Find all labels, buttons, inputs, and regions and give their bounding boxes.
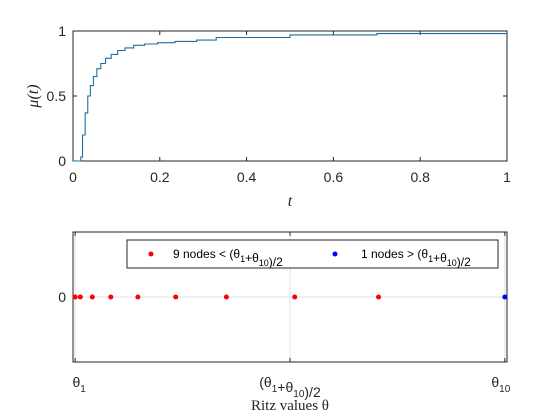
legend-entry-red: 9 nodes < (θ1+θ10)/2: [173, 247, 283, 269]
theta-symbol: θ: [491, 374, 499, 390]
top-ytick-label: 0: [58, 153, 66, 169]
red-node-point: [77, 294, 83, 300]
mu-line: [73, 33, 507, 162]
label-part: +: [277, 379, 285, 395]
ritz-points: [72, 294, 508, 300]
bottom-xlabel: Ritz values θ: [251, 398, 329, 414]
theta-subscript: 10: [259, 258, 269, 268]
top-xlabel: t: [288, 193, 293, 210]
theta-symbol: θ: [252, 251, 259, 265]
top-ytick-label: 0.5: [47, 88, 67, 104]
top-plot-frame: [72, 30, 508, 162]
legend-marker-blue: [332, 251, 338, 257]
legend-box: [126, 239, 499, 269]
top-xtick-label: 1: [503, 169, 511, 185]
bottom-xtick-label: θ1: [72, 374, 86, 395]
bottom-xtick-label: θ10: [491, 374, 510, 395]
theta-symbol: θ: [233, 247, 240, 261]
legend: 9 nodes < (θ1+θ10)/2 1 nodes > (θ1+θ10)/…: [126, 239, 499, 269]
theta-symbol: θ: [264, 374, 272, 390]
top-xtick-label: 0.4: [237, 169, 257, 185]
theta-symbol: θ: [72, 374, 80, 390]
legend-marker-red: [148, 251, 154, 257]
top-plot: 0 0.2 0.4 0.6 0.8 1 0 0.5 1 μ(t) t: [25, 23, 511, 210]
top-xtick-label: 0: [69, 169, 77, 185]
legend-entry-blue: 1 nodes > (θ1+θ10)/2: [361, 247, 471, 269]
bottom-ytick-label: 0: [58, 289, 66, 305]
bottom-xtick-label: (θ1+θ10)/2: [259, 374, 321, 400]
theta-subscript: 1: [80, 384, 86, 395]
red-node-point: [89, 294, 95, 300]
theta-subscript: 10: [447, 258, 457, 268]
theta-symbol: θ: [440, 251, 447, 265]
red-node-point: [376, 294, 382, 300]
top-xtick-label: 0.8: [410, 169, 430, 185]
top-ytick-label: 1: [58, 23, 66, 39]
theta-subscript: 1: [272, 384, 278, 395]
top-xtick-label: 0.2: [150, 169, 170, 185]
red-node-point: [72, 294, 78, 300]
red-node-point: [292, 294, 298, 300]
theta-subscript: 10: [499, 384, 511, 395]
label-part: +: [433, 251, 440, 265]
theta-subscript: 10: [293, 389, 305, 400]
label-part: (: [259, 374, 264, 390]
top-xtick-label: 0.6: [324, 169, 344, 185]
label-part: 9 nodes < (: [173, 247, 233, 261]
red-node-point: [223, 294, 229, 300]
blue-node-point: [502, 294, 508, 300]
theta-symbol: θ: [285, 379, 293, 395]
top-ylabel: μ(t): [25, 84, 42, 108]
theta-subscript: 1: [428, 254, 433, 264]
label-part: )/2: [304, 384, 321, 400]
top-ticks: 0 0.2 0.4 0.6 0.8 1 0 0.5 1: [47, 23, 512, 185]
label-part: 1 nodes > (: [361, 247, 421, 261]
label-part: )/2: [269, 255, 283, 269]
label-part: )/2: [457, 255, 471, 269]
red-node-point: [173, 294, 179, 300]
label-part: +: [245, 251, 252, 265]
red-node-point: [108, 294, 114, 300]
theta-symbol: θ: [421, 247, 428, 261]
theta-subscript: 1: [240, 254, 245, 264]
red-node-point: [135, 294, 141, 300]
